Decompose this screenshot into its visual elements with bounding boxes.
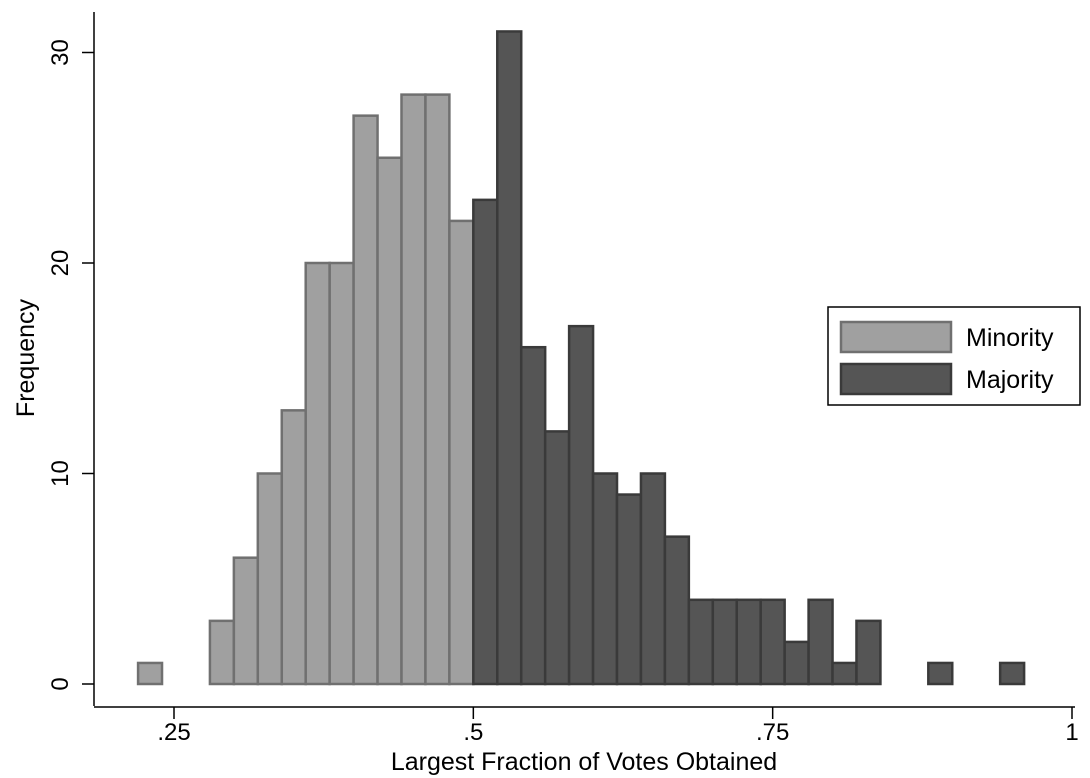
bar-minority-7	[352, 114, 379, 686]
bar-majority-9	[687, 598, 715, 686]
legend-swatch-majority	[839, 362, 953, 396]
bar-majority-10	[711, 598, 738, 686]
legend-swatch-minority	[839, 320, 953, 354]
bar-minority-10	[424, 93, 451, 686]
legend: Minority Majority	[827, 306, 1081, 406]
y-tick-label: 30	[47, 39, 74, 66]
bar-minority-3	[256, 472, 284, 686]
bar-minority-0	[136, 661, 164, 686]
bar-majority-6	[615, 493, 643, 686]
y-tick-label: 20	[47, 250, 74, 277]
bar-majority-11	[735, 598, 762, 686]
bar-minority-2	[232, 556, 260, 686]
bar-majority-12	[759, 598, 786, 686]
bar-majority-2	[519, 345, 547, 686]
y-tick-label: 10	[47, 460, 74, 487]
bars-group	[136, 30, 1026, 686]
axes-group: 0 10 20 30 .25 .5 .75 1	[47, 12, 1079, 746]
x-tick-label: 1	[1065, 719, 1078, 746]
legend-label-majority: Majority	[966, 366, 1054, 394]
x-tick-label: .25	[157, 719, 190, 746]
bar-majority-15	[831, 661, 858, 686]
bar-majority-3	[543, 430, 571, 686]
bar-minority-8	[376, 156, 403, 686]
bar-minority-5	[304, 261, 331, 686]
y-axis-label: Frequency	[12, 298, 40, 417]
bar-majority-18	[998, 661, 1026, 686]
y-tick-label: 0	[47, 677, 74, 690]
bar-minority-4	[280, 409, 307, 686]
bar-majority-5	[591, 472, 619, 686]
bar-majority-8	[663, 535, 691, 686]
x-axis-label: Largest Fraction of Votes Obtained	[391, 748, 777, 776]
bar-majority-0	[472, 198, 499, 686]
bar-majority-4	[567, 324, 595, 686]
bar-majority-1	[496, 30, 523, 686]
bar-majority-17	[927, 661, 954, 686]
bar-majority-16	[855, 619, 882, 686]
bar-minority-11	[448, 219, 475, 686]
legend-label-minority: Minority	[966, 324, 1054, 352]
x-tick-label: .75	[756, 719, 789, 746]
bar-majority-13	[783, 640, 810, 686]
bar-minority-6	[328, 261, 355, 686]
bar-minority-9	[400, 93, 427, 686]
bar-majority-14	[807, 598, 834, 686]
bar-majority-7	[639, 472, 667, 686]
x-tick-label: .5	[463, 719, 483, 746]
bar-minority-1	[208, 619, 236, 686]
